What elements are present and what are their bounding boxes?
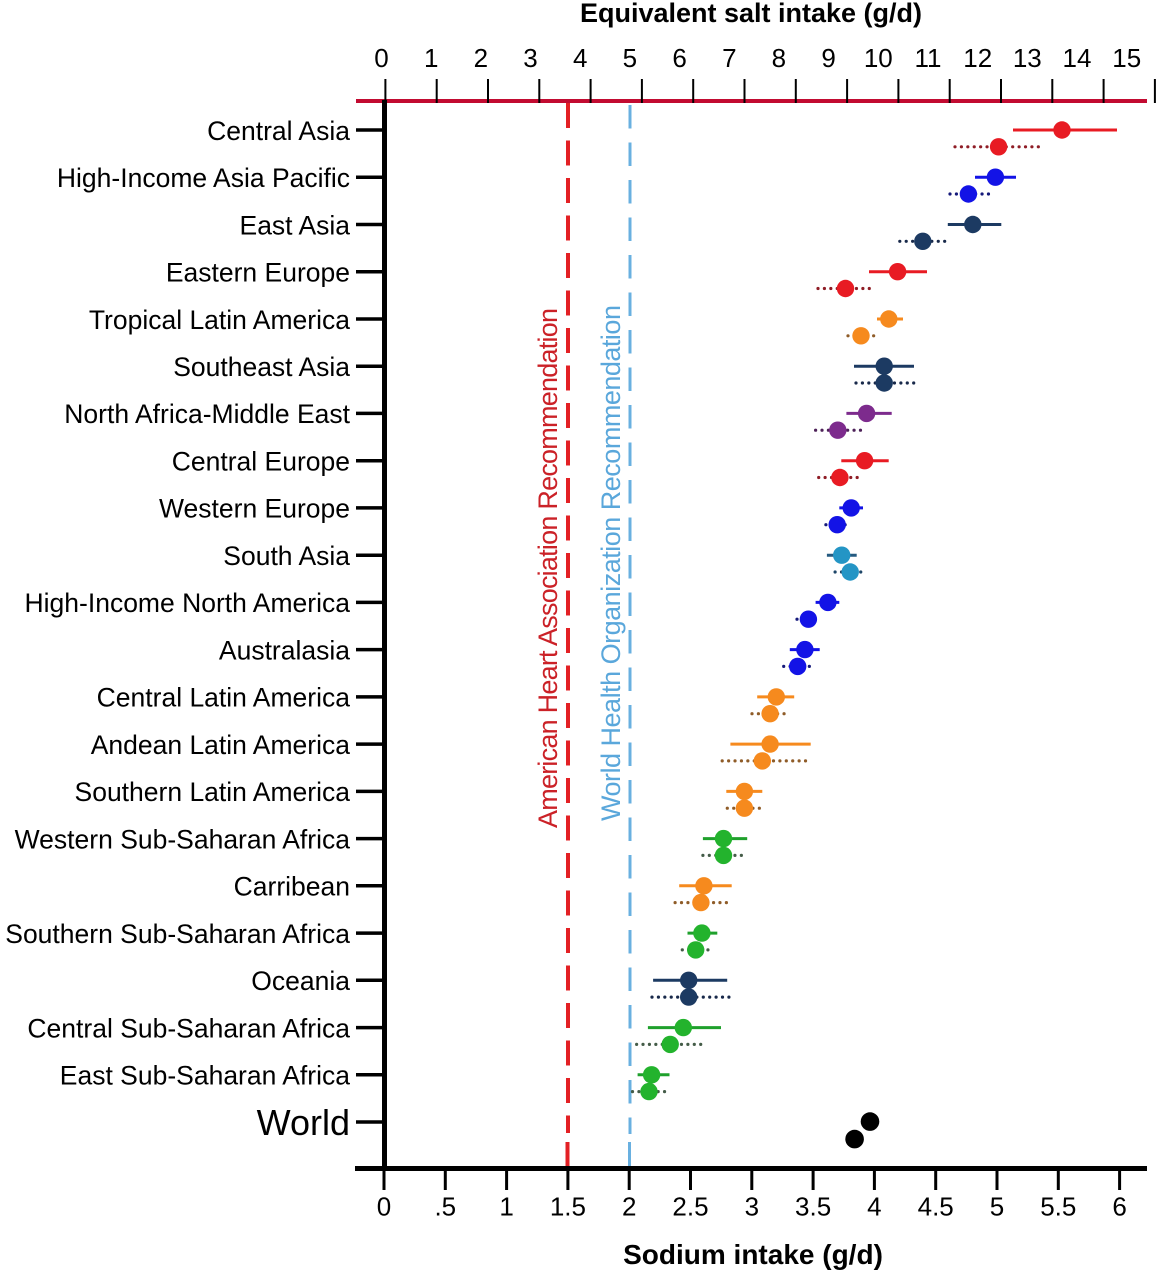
svg-text:5.5: 5.5: [1040, 1192, 1076, 1222]
svg-text:Central Latin America: Central Latin America: [97, 683, 351, 713]
svg-text:2.5: 2.5: [672, 1192, 708, 1222]
svg-text:Western Europe: Western Europe: [159, 494, 350, 524]
svg-text:2: 2: [622, 1192, 636, 1222]
svg-text:8: 8: [772, 43, 786, 73]
svg-text:0: 0: [374, 43, 388, 73]
svg-text:4.5: 4.5: [918, 1192, 954, 1222]
svg-text:4: 4: [867, 1192, 881, 1222]
svg-text:Southeast Asia: Southeast Asia: [173, 352, 350, 382]
svg-text:12: 12: [963, 43, 992, 73]
svg-text:Central Sub-Saharan Africa: Central Sub-Saharan Africa: [27, 1013, 350, 1043]
svg-text:Western Sub-Saharan Africa: Western Sub-Saharan Africa: [15, 824, 351, 854]
svg-text:5: 5: [623, 43, 637, 73]
svg-text:5: 5: [990, 1192, 1004, 1222]
svg-text:10: 10: [864, 43, 893, 73]
svg-text:Sodium intake (g/d): Sodium intake (g/d): [623, 1239, 883, 1270]
svg-text:East Sub-Saharan Africa: East Sub-Saharan Africa: [60, 1061, 350, 1091]
svg-text:.5: .5: [434, 1192, 456, 1222]
svg-text:Eastern Europe: Eastern Europe: [166, 258, 350, 288]
svg-text:0: 0: [377, 1192, 391, 1222]
svg-text:American Heart Association Rec: American Heart Association Recommendatio…: [533, 308, 563, 828]
svg-text:13: 13: [1013, 43, 1042, 73]
svg-text:11: 11: [915, 43, 942, 73]
svg-text:World Health Organization Reco: World Health Organization Recommendation: [596, 305, 626, 821]
svg-text:Equivalent salt intake (g/d): Equivalent salt intake (g/d): [580, 0, 922, 28]
svg-text:1.5: 1.5: [550, 1192, 586, 1222]
svg-text:East Asia: East Asia: [240, 210, 351, 240]
svg-text:Oceania: Oceania: [251, 966, 350, 996]
svg-text:1: 1: [499, 1192, 513, 1222]
svg-text:Australasia: Australasia: [219, 635, 350, 665]
svg-text:3.5: 3.5: [795, 1192, 831, 1222]
svg-text:3: 3: [745, 1192, 759, 1222]
svg-text:7: 7: [722, 43, 736, 73]
svg-text:Tropical Latin America: Tropical Latin America: [89, 305, 350, 335]
svg-text:Southern Latin America: Southern Latin America: [75, 777, 351, 807]
svg-text:World: World: [257, 1102, 350, 1143]
svg-text:Carribean: Carribean: [234, 872, 350, 902]
svg-text:14: 14: [1063, 43, 1092, 73]
svg-text:9: 9: [821, 43, 835, 73]
svg-text:4: 4: [573, 43, 587, 73]
svg-text:6: 6: [1112, 1192, 1126, 1222]
svg-text:15: 15: [1112, 43, 1141, 73]
svg-text:South Asia: South Asia: [223, 541, 350, 571]
svg-text:1: 1: [424, 43, 438, 73]
svg-text:6: 6: [672, 43, 686, 73]
svg-text:Andean Latin America: Andean Latin America: [91, 730, 351, 760]
svg-text:Central Europe: Central Europe: [172, 447, 350, 477]
svg-text:High-Income North America: High-Income North America: [25, 588, 351, 618]
svg-text:North Africa-Middle East: North Africa-Middle East: [64, 399, 350, 429]
svg-text:3: 3: [523, 43, 537, 73]
svg-text:Central Asia: Central Asia: [207, 116, 350, 146]
svg-text:Southern Sub-Saharan Africa: Southern Sub-Saharan Africa: [5, 919, 350, 949]
svg-text:High-Income Asia Pacific: High-Income Asia Pacific: [57, 163, 350, 193]
svg-text:2: 2: [474, 43, 488, 73]
